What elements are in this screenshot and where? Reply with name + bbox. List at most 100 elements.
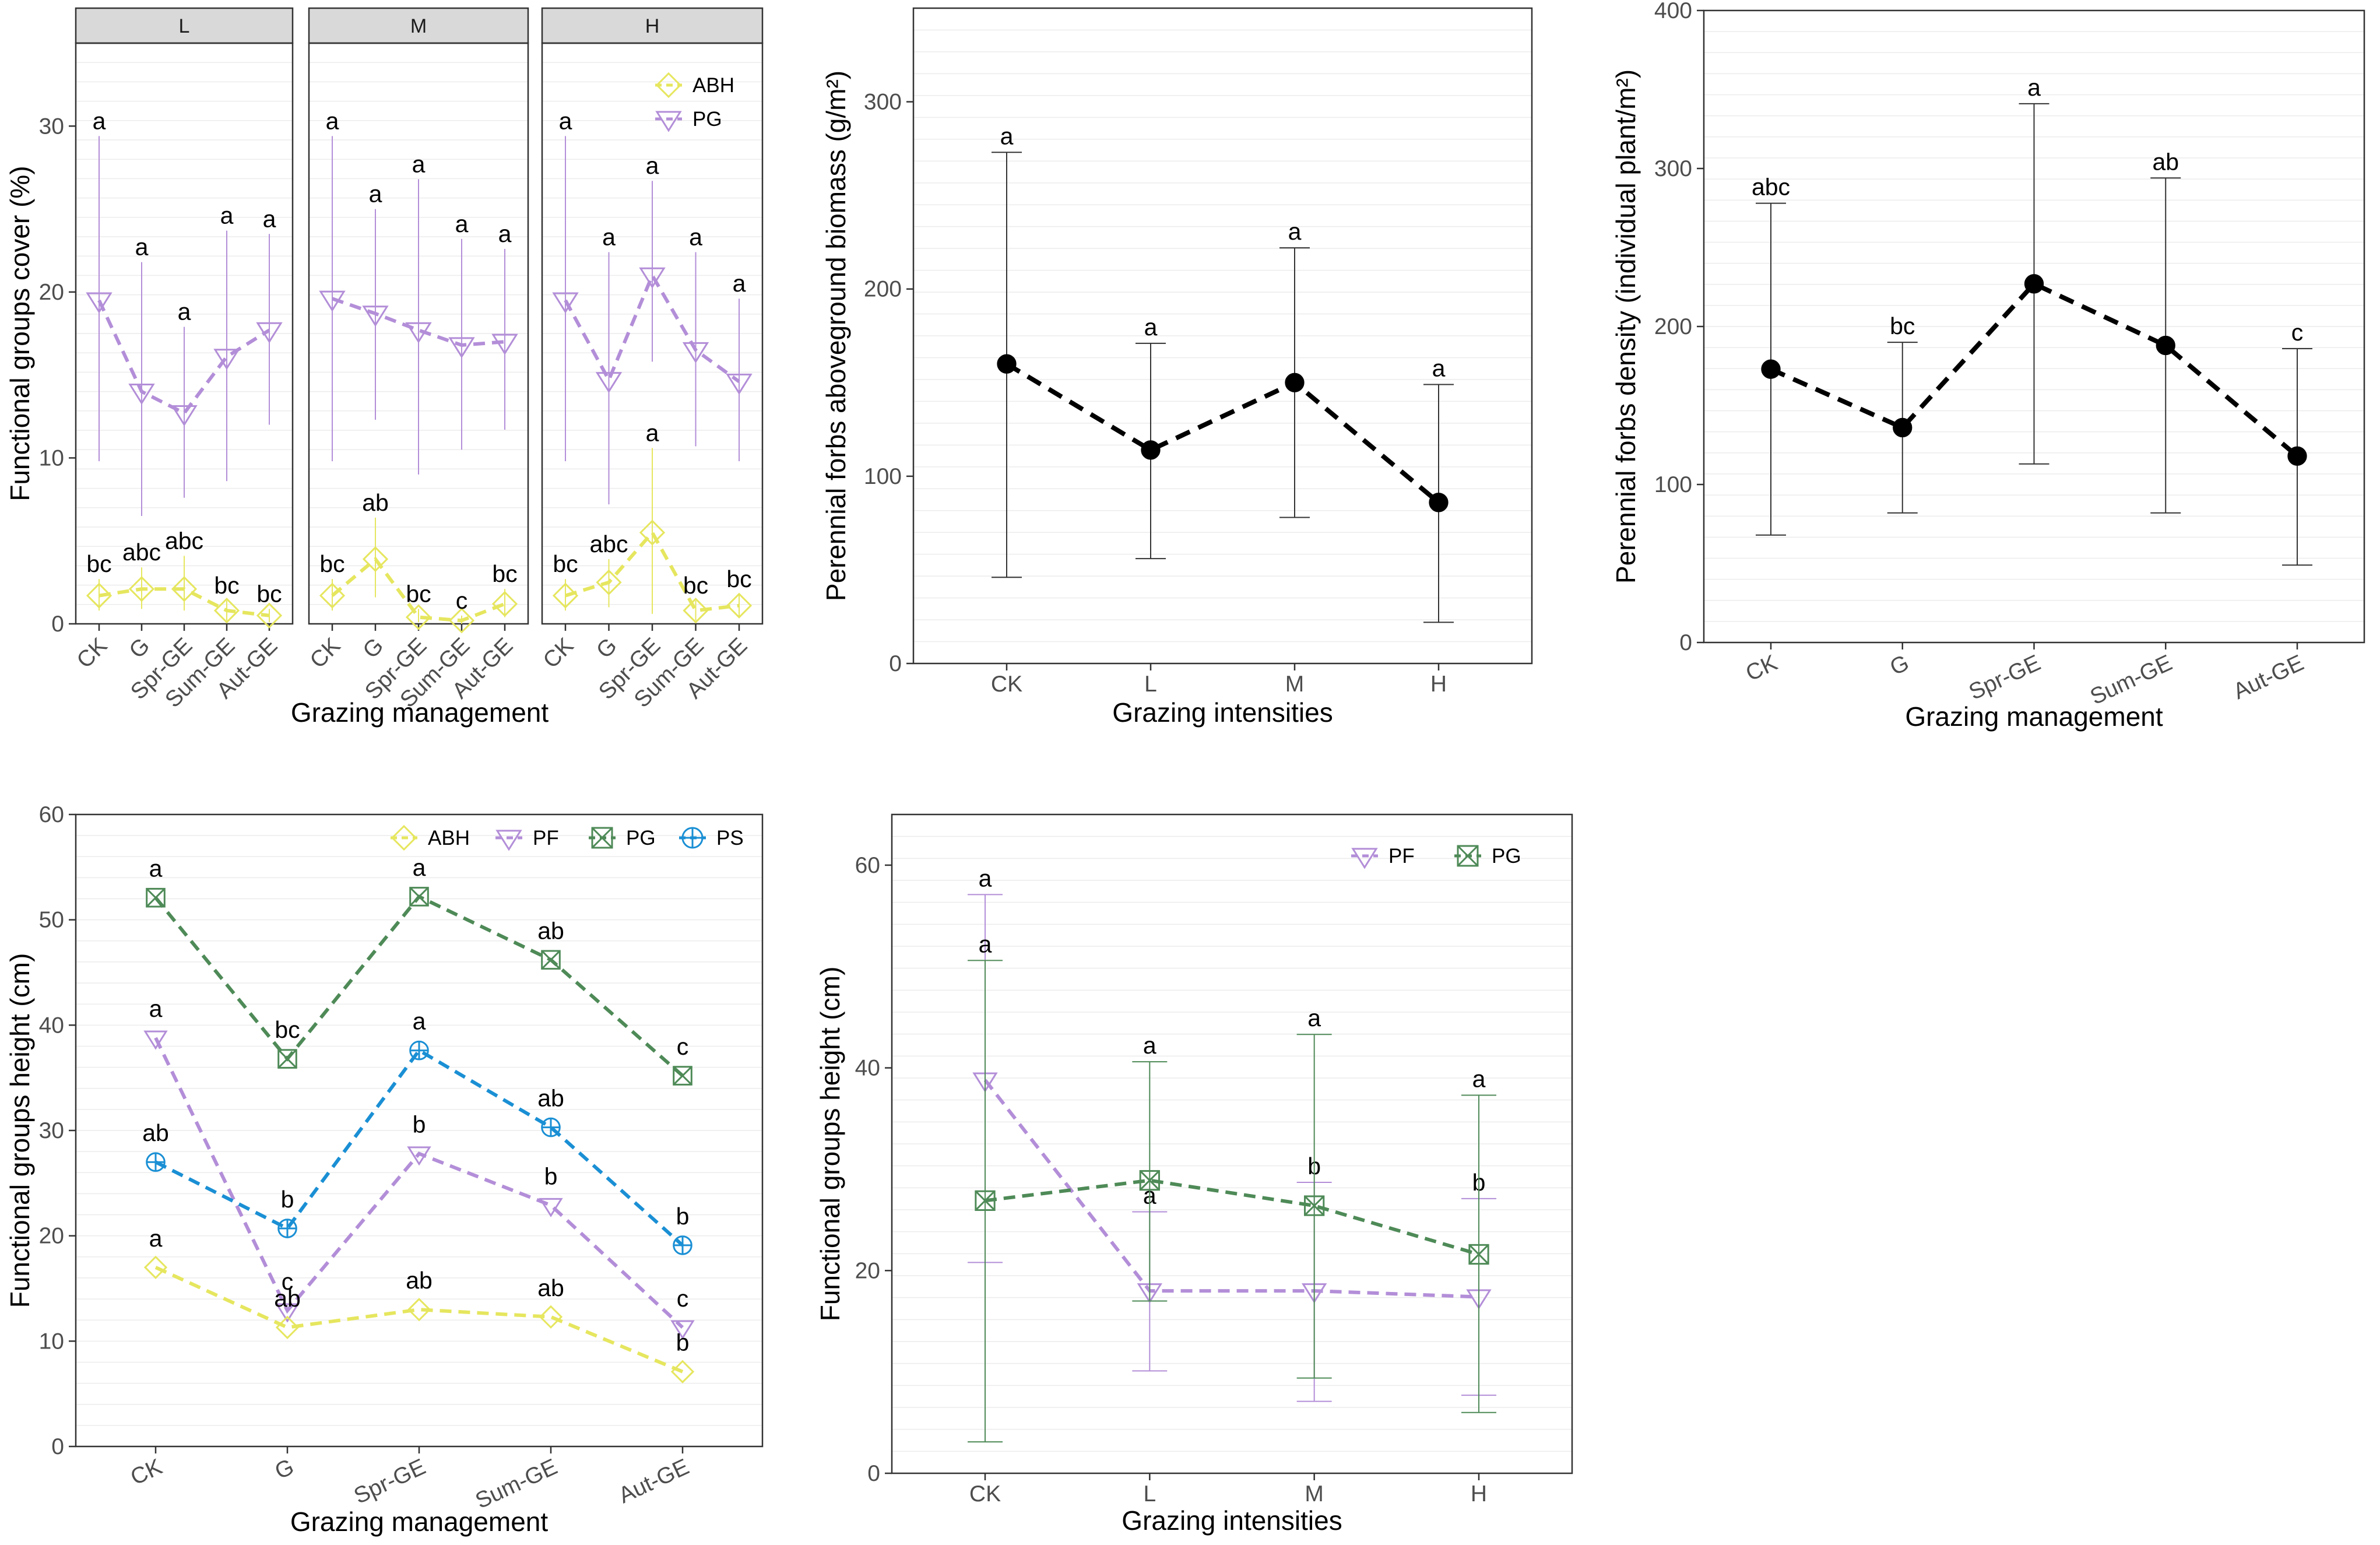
data-point bbox=[405, 604, 432, 630]
y-tick-label: 0 bbox=[867, 1461, 880, 1486]
data-point bbox=[277, 1049, 297, 1069]
legend-key-marker bbox=[1351, 848, 1378, 869]
x-axis-title: Grazing intensities bbox=[1112, 697, 1333, 728]
facet-strip bbox=[541, 7, 764, 44]
significance-label: b bbox=[676, 1203, 690, 1230]
data-point bbox=[726, 373, 753, 395]
legend-item-pg: PG bbox=[589, 827, 656, 849]
y-tick-label: 200 bbox=[1654, 314, 1692, 339]
data-point bbox=[256, 322, 283, 343]
legend-label: ABH bbox=[692, 74, 734, 97]
data-point bbox=[997, 354, 1017, 374]
data-point bbox=[319, 290, 346, 312]
data-point-box bbox=[277, 1049, 297, 1069]
y-tick-label: 200 bbox=[864, 277, 902, 302]
significance-label: a bbox=[413, 1008, 426, 1035]
significance-label: ab bbox=[362, 489, 389, 516]
legend-label: PF bbox=[533, 827, 559, 849]
legend-item-pg: PG bbox=[655, 108, 722, 132]
y-tick-label: 50 bbox=[39, 908, 64, 933]
significance-label: a bbox=[93, 107, 106, 134]
significance-label: a bbox=[979, 930, 992, 957]
significance-label: abc bbox=[165, 527, 203, 554]
significance-label: b bbox=[676, 1329, 690, 1356]
data-point bbox=[491, 591, 518, 617]
data-point bbox=[596, 569, 622, 595]
y-tick-label: 40 bbox=[39, 1013, 64, 1038]
data-point-box bbox=[1139, 1170, 1160, 1191]
significance-label: a bbox=[1144, 314, 1158, 340]
data-point bbox=[1893, 417, 1913, 438]
series-pg: a a a a a bbox=[319, 107, 518, 475]
y-tick-label: 20 bbox=[39, 280, 64, 305]
data-point-box bbox=[1468, 1244, 1489, 1265]
series-line bbox=[332, 297, 505, 347]
data-point bbox=[639, 519, 666, 546]
significance-label: a bbox=[178, 299, 191, 325]
series-pg: a a a a bbox=[968, 930, 1496, 1443]
x-axis-title: Grazing management bbox=[290, 1507, 549, 1537]
x-tick-label: M bbox=[1285, 672, 1305, 697]
legend-item-abh: ABH bbox=[391, 824, 470, 851]
data-point bbox=[491, 333, 518, 355]
data-point bbox=[541, 950, 561, 970]
data-point bbox=[171, 405, 198, 427]
legend: ABH PG bbox=[655, 72, 734, 132]
significance-label: abc bbox=[122, 539, 161, 566]
data-point bbox=[726, 592, 753, 619]
data-point bbox=[595, 372, 623, 394]
significance-label: bc bbox=[86, 550, 111, 577]
legend-label: PG bbox=[1492, 845, 1521, 868]
data-point bbox=[213, 598, 240, 624]
data-point bbox=[552, 582, 579, 609]
data-point-box bbox=[975, 1190, 996, 1212]
significance-label: a bbox=[135, 234, 149, 261]
data-point bbox=[670, 1320, 695, 1340]
significance-label: a bbox=[455, 210, 469, 237]
chart-p5: 0 20 40 60 CK L M H Grazing intensities Functiona… bbox=[815, 813, 1573, 1536]
significance-label: a bbox=[646, 152, 659, 179]
significance-label: a bbox=[1143, 1032, 1156, 1059]
significance-label: bc bbox=[492, 560, 517, 587]
x-tick-label: L bbox=[1143, 1481, 1156, 1507]
data-point bbox=[448, 337, 475, 359]
significance-label: bc bbox=[406, 580, 431, 607]
facet-strip-label: H bbox=[645, 15, 660, 37]
data-point-box bbox=[409, 887, 429, 907]
y-tick-label: 400 bbox=[1654, 0, 1692, 23]
legend: ABH PF PG PS bbox=[391, 824, 744, 851]
series-line bbox=[1005, 361, 1440, 504]
data-point bbox=[2156, 335, 2175, 356]
series-line bbox=[97, 299, 270, 416]
series-line bbox=[983, 1079, 1479, 1299]
y-axis-title: Perennial forbs density (individual plan… bbox=[1611, 69, 1641, 584]
series-line bbox=[154, 1037, 684, 1329]
significance-label: b bbox=[281, 1186, 294, 1213]
significance-label: c bbox=[677, 1033, 689, 1060]
series-line bbox=[564, 271, 740, 384]
data-point bbox=[275, 1303, 300, 1323]
data-point bbox=[143, 1255, 168, 1279]
legend-key-marker bbox=[1457, 845, 1479, 867]
x-tick-label: H bbox=[1430, 672, 1447, 697]
significance-label: a bbox=[326, 107, 339, 134]
data-point bbox=[673, 1235, 692, 1255]
data-point bbox=[1141, 440, 1161, 460]
series-pg: a a a a a bbox=[86, 107, 283, 517]
data-point bbox=[1304, 1195, 1325, 1216]
data-point-x2 bbox=[975, 1191, 996, 1211]
significance-label: a bbox=[689, 224, 702, 251]
y-tick-label: 300 bbox=[864, 90, 902, 115]
data-point bbox=[552, 292, 579, 314]
x-tick-label: CK bbox=[991, 672, 1022, 697]
series-line bbox=[985, 1178, 1479, 1256]
significance-label: bc bbox=[256, 580, 282, 607]
significance-label: ab bbox=[537, 1085, 564, 1112]
x-axis-title: Grazing management bbox=[291, 697, 549, 728]
data-point bbox=[670, 1360, 695, 1384]
y-tick-label: 0 bbox=[889, 651, 902, 676]
series-pf: a a a a bbox=[992, 122, 1454, 623]
data-point-box bbox=[673, 1066, 692, 1086]
